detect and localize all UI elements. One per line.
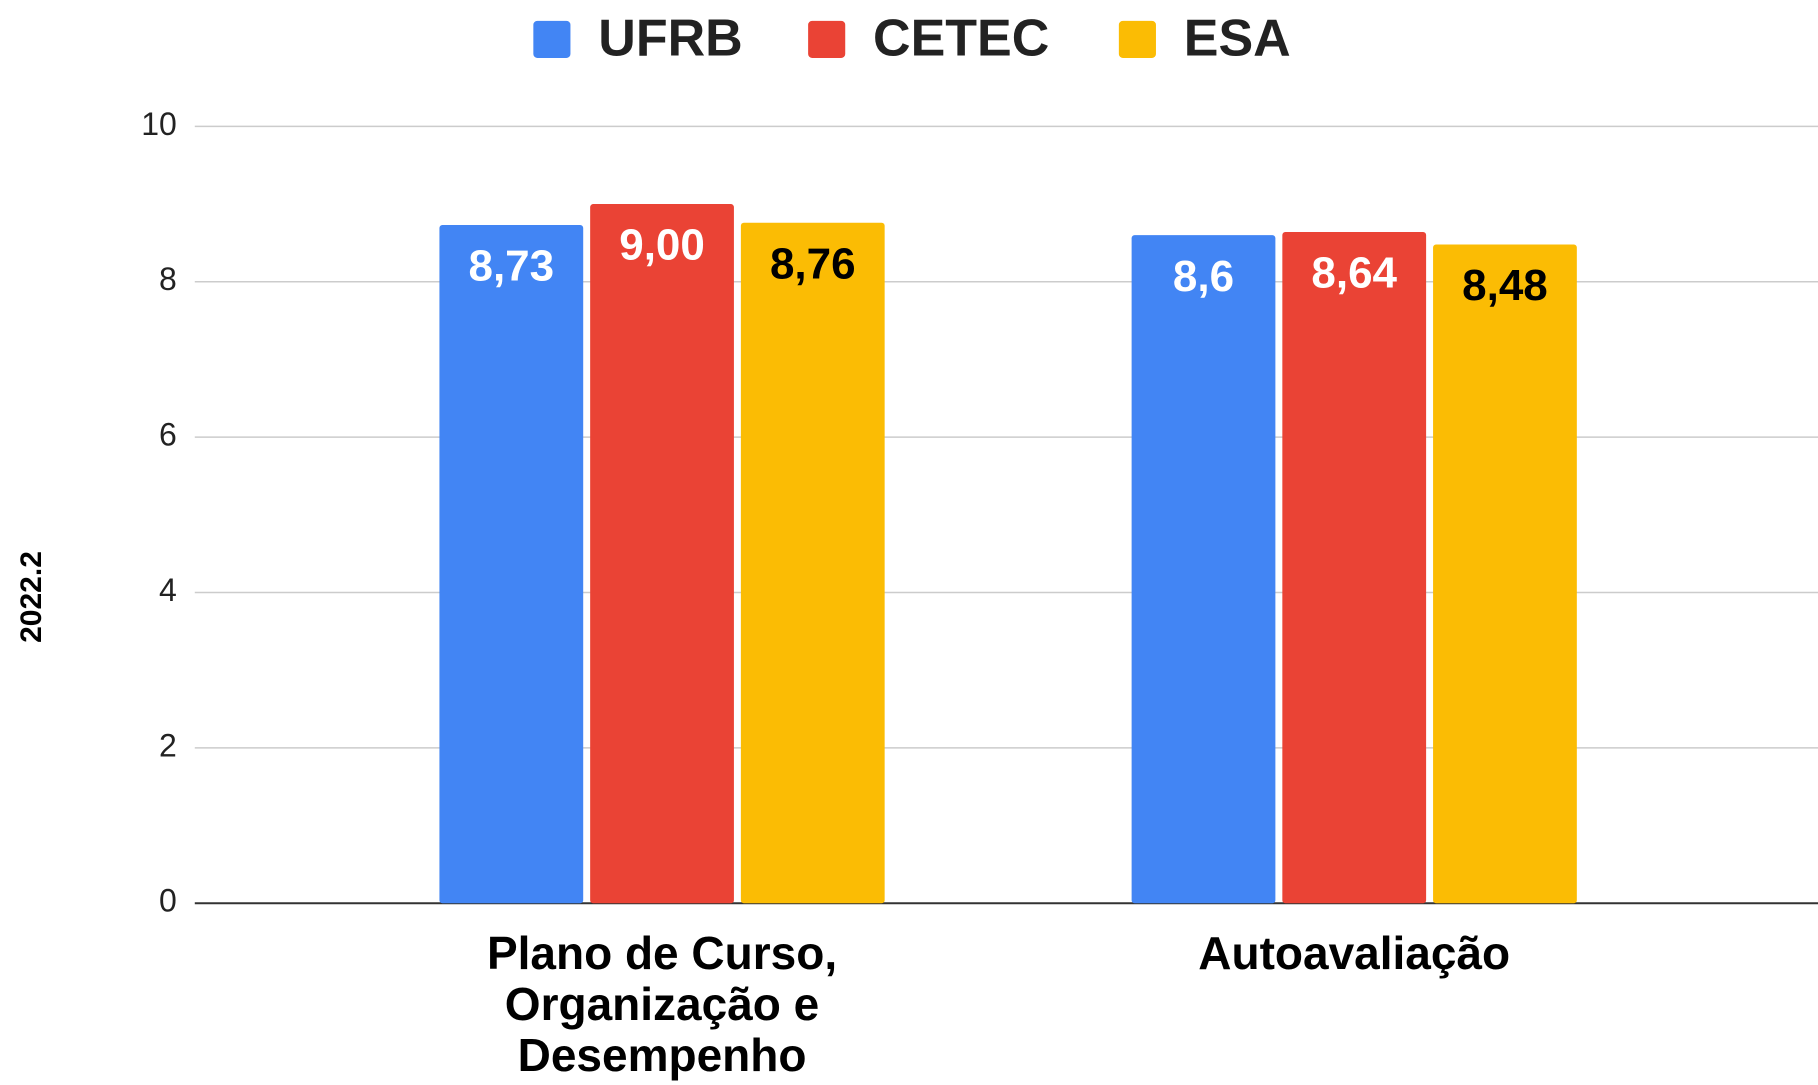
value-label: 9,00	[619, 221, 705, 270]
y-axis-title: 2022.2	[15, 551, 48, 643]
legend-label: ESA	[1184, 9, 1291, 67]
bar	[1282, 232, 1427, 904]
value-label: 8,76	[770, 239, 856, 288]
bar	[590, 204, 734, 904]
legend-swatch	[533, 20, 571, 58]
y-tick-label: 6	[159, 417, 177, 453]
y-tick-label: 0	[159, 883, 177, 919]
y-tick-label: 10	[141, 106, 177, 142]
value-label: 8,64	[1311, 249, 1397, 298]
value-label: 8,48	[1462, 261, 1548, 310]
x-tick-label: Plano de Curso, Organização e Desempenho	[486, 926, 838, 1081]
bar	[1433, 244, 1577, 904]
legend-swatch	[808, 20, 846, 58]
bar	[1131, 235, 1276, 904]
value-label: 8,6	[1173, 252, 1234, 301]
legend-label: UFRB	[598, 9, 742, 67]
x-tick-label: Autoavaliação	[1198, 926, 1511, 979]
bar	[439, 225, 584, 904]
y-tick-label: 4	[159, 572, 177, 608]
y-tick-label: 8	[159, 261, 177, 297]
legend-label: CETEC	[873, 9, 1049, 67]
bar	[740, 222, 885, 904]
legend-swatch	[1118, 20, 1156, 58]
value-label: 8,73	[468, 242, 554, 291]
y-tick-label: 2	[159, 727, 177, 763]
